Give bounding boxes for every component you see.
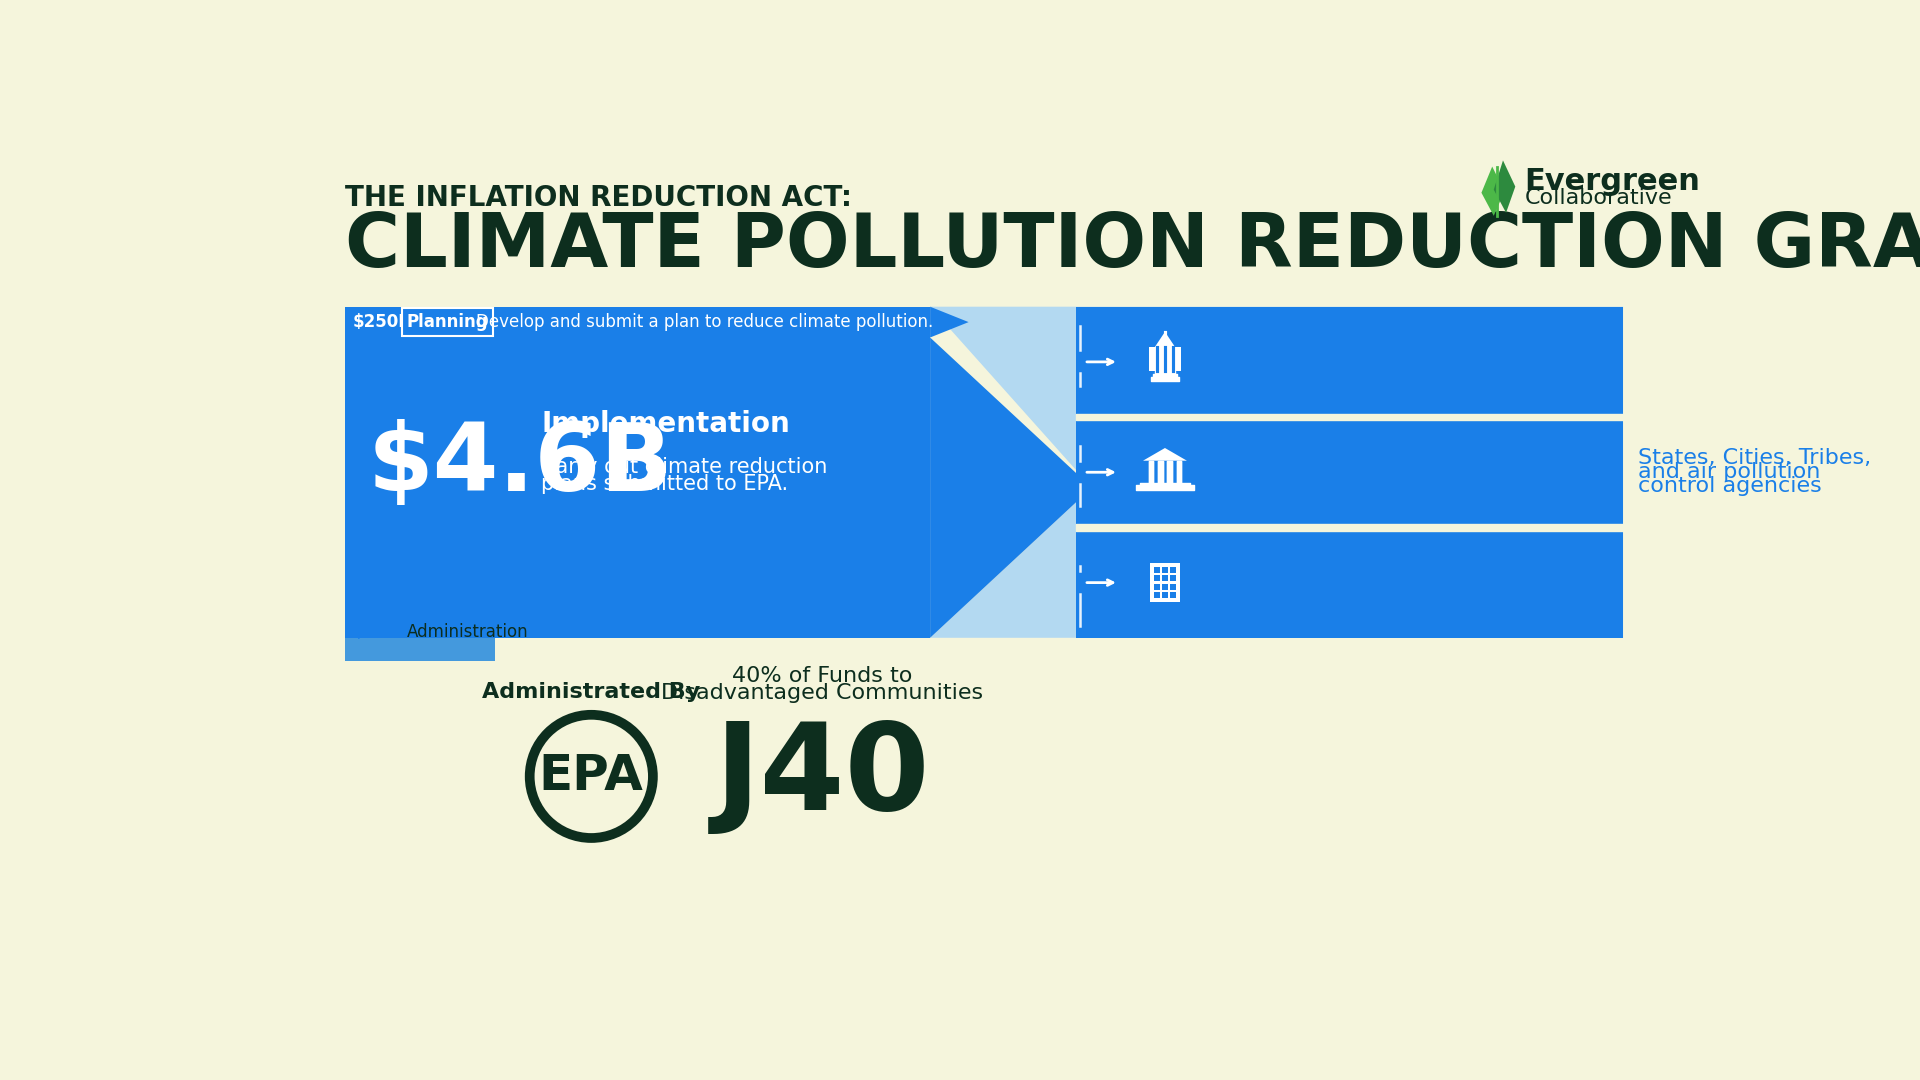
Polygon shape	[1142, 448, 1187, 461]
FancyBboxPatch shape	[1162, 576, 1167, 581]
Text: $142M: $142M	[353, 623, 415, 642]
Text: Administration: Administration	[407, 623, 528, 642]
FancyBboxPatch shape	[1169, 567, 1175, 573]
Text: Administrated By: Administrated By	[482, 681, 701, 702]
FancyBboxPatch shape	[1148, 348, 1181, 370]
FancyBboxPatch shape	[1162, 584, 1167, 590]
Text: $4.6B: $4.6B	[369, 419, 674, 511]
FancyBboxPatch shape	[346, 307, 929, 337]
FancyBboxPatch shape	[1150, 563, 1181, 603]
FancyBboxPatch shape	[1077, 417, 1622, 527]
Text: Evergreen: Evergreen	[1524, 166, 1701, 195]
Text: States, Cities, Tribes,: States, Cities, Tribes,	[1638, 448, 1872, 469]
Text: 40% of Funds to: 40% of Funds to	[732, 666, 912, 686]
Text: Planning: Planning	[407, 313, 488, 332]
Text: Implementation: Implementation	[541, 409, 789, 437]
FancyBboxPatch shape	[1169, 576, 1175, 581]
Text: CLIMATE POLLUTION REDUCTION GRANTS: CLIMATE POLLUTION REDUCTION GRANTS	[346, 211, 1920, 283]
FancyBboxPatch shape	[1169, 584, 1175, 590]
FancyBboxPatch shape	[1154, 567, 1160, 573]
Polygon shape	[929, 307, 968, 337]
Polygon shape	[1482, 166, 1505, 216]
Text: and air pollution: and air pollution	[1638, 462, 1820, 483]
Text: Collaborative: Collaborative	[1524, 188, 1672, 208]
FancyBboxPatch shape	[346, 337, 929, 638]
Polygon shape	[929, 307, 1622, 638]
Text: J40: J40	[714, 718, 929, 835]
Text: EPA: EPA	[540, 753, 643, 800]
FancyBboxPatch shape	[1154, 576, 1160, 581]
Text: $250M: $250M	[353, 313, 415, 332]
FancyBboxPatch shape	[1077, 307, 1622, 417]
Text: plans submitted to EPA.: plans submitted to EPA.	[541, 474, 789, 494]
FancyBboxPatch shape	[1077, 527, 1622, 638]
Text: THE INFLATION REDUCTION ACT:: THE INFLATION REDUCTION ACT:	[346, 184, 852, 212]
FancyBboxPatch shape	[1154, 584, 1160, 590]
Polygon shape	[929, 337, 1092, 638]
FancyBboxPatch shape	[1162, 592, 1167, 598]
Polygon shape	[1494, 161, 1515, 213]
FancyBboxPatch shape	[1162, 567, 1167, 573]
Text: control agencies: control agencies	[1638, 476, 1822, 496]
Text: Develop and submit a plan to reduce climate pollution.: Develop and submit a plan to reduce clim…	[476, 313, 933, 332]
Circle shape	[530, 715, 653, 838]
Polygon shape	[1154, 332, 1175, 348]
Text: Carry out climate reduction: Carry out climate reduction	[541, 457, 828, 477]
FancyBboxPatch shape	[1169, 592, 1175, 598]
FancyBboxPatch shape	[346, 638, 495, 661]
FancyBboxPatch shape	[1154, 592, 1160, 598]
Text: Disadvantaged Communities: Disadvantaged Communities	[660, 684, 983, 703]
